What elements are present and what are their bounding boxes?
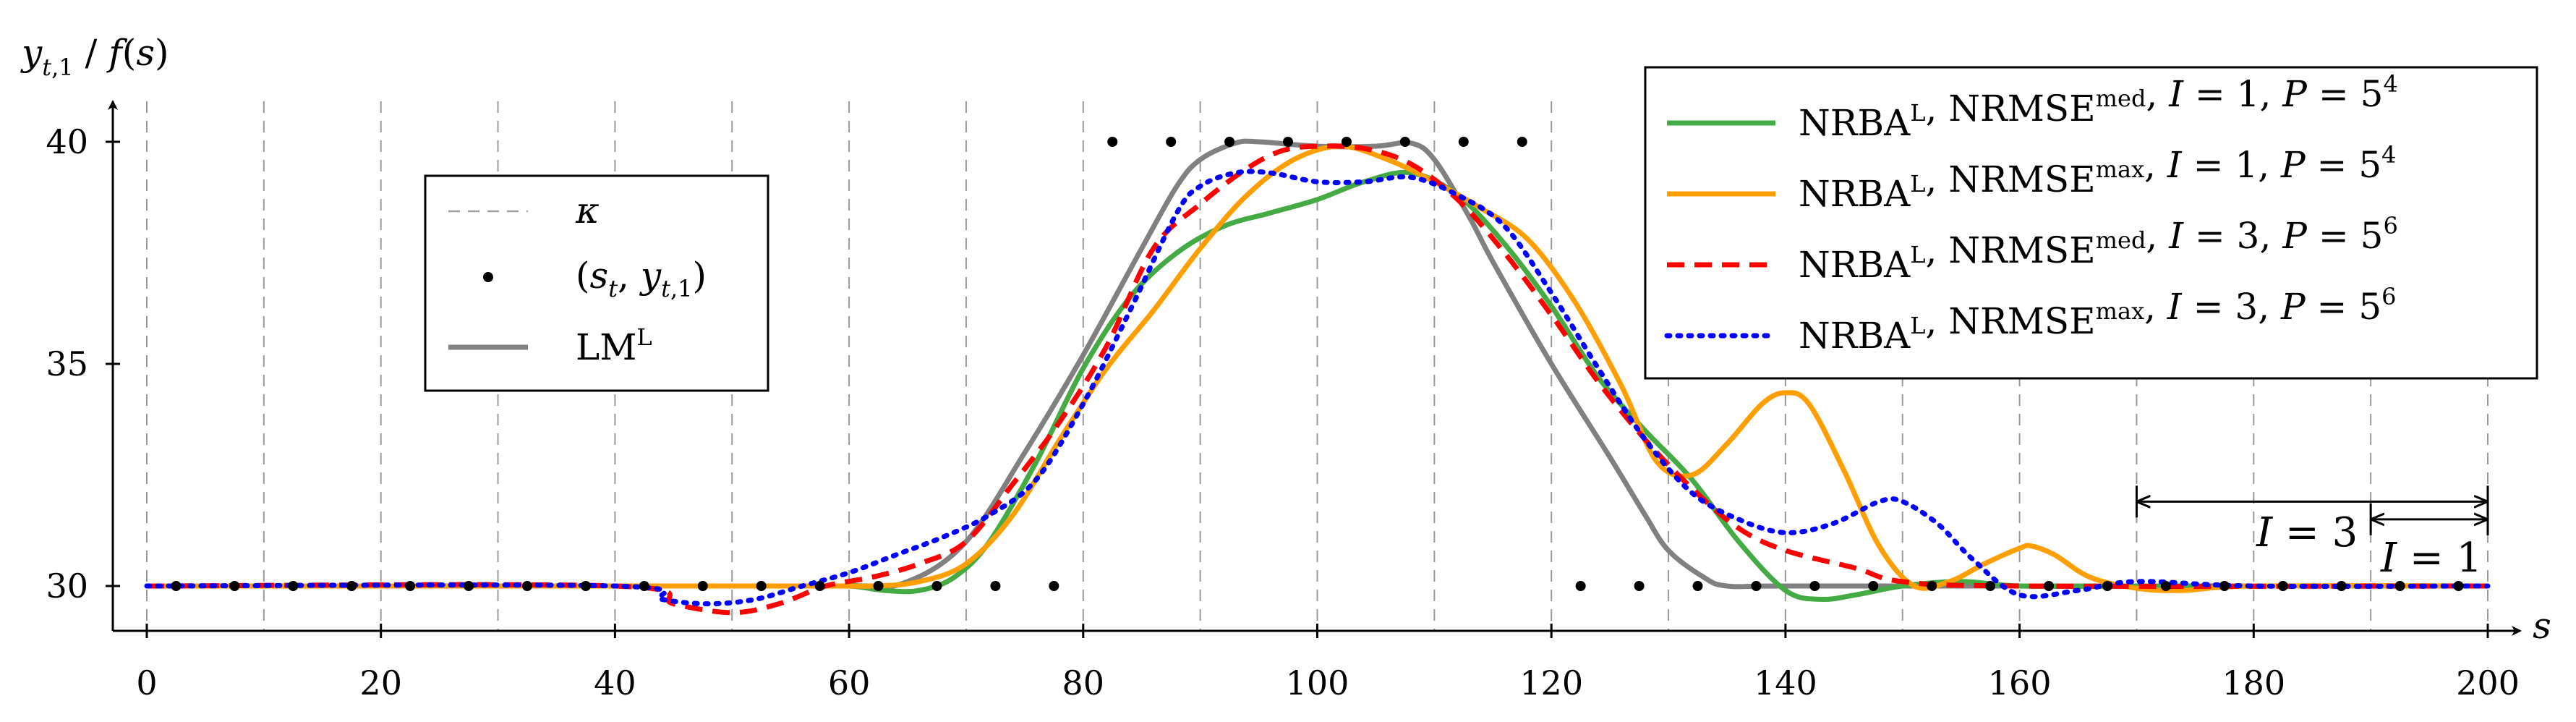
observation-point xyxy=(1692,581,1703,591)
x-tick-label: 80 xyxy=(1062,663,1105,702)
observation-point xyxy=(346,581,357,591)
x-axis-title: s xyxy=(2533,605,2551,647)
observation-point xyxy=(1283,137,1294,147)
observation-point xyxy=(522,581,533,591)
observation-point xyxy=(1049,581,1059,591)
x-tick-label: 140 xyxy=(1754,663,1817,702)
series-red-i3-med xyxy=(146,143,2488,616)
observation-point xyxy=(405,581,416,591)
observation-point xyxy=(1575,581,1586,591)
dimension-label: I = 3 xyxy=(2256,509,2358,556)
x-tick-label: 200 xyxy=(2456,663,2520,702)
observation-point xyxy=(1224,137,1235,147)
observation-point xyxy=(229,581,240,591)
observation-point xyxy=(1868,581,1879,591)
legend-lm-label: LML xyxy=(576,323,652,368)
observation-point xyxy=(2102,581,2112,591)
legend-label-1: NRBAL, NRMSEmed, I = 1, P = 54 xyxy=(1799,70,2398,144)
x-tick-label: 160 xyxy=(1988,663,2052,702)
legend-point-swatch xyxy=(483,272,493,282)
dimension-label: I = 1 xyxy=(2380,535,2482,582)
series-blue-i3-max xyxy=(144,169,2491,607)
x-tick-label: 180 xyxy=(2222,663,2285,702)
x-tick-label: 60 xyxy=(828,663,871,702)
observation-point xyxy=(1634,581,1645,591)
legend-left: κ (st, yt,1) LML xyxy=(424,174,769,392)
y-axis-title: yt,1 / f(s) xyxy=(20,32,169,81)
legend-knot-label: κ xyxy=(575,190,600,232)
observation-point xyxy=(1458,137,1469,147)
x-tick-label: 0 xyxy=(136,663,157,702)
x-tick-label: 120 xyxy=(1519,663,1583,702)
legend-right-box xyxy=(1644,66,2538,380)
observation-point xyxy=(2044,581,2055,591)
observation-point xyxy=(1399,137,1410,147)
observation-point xyxy=(1751,581,1762,591)
y-tick-label: 30 xyxy=(46,566,88,606)
legend-label-2: NRBAL, NRMSEmax, I = 1, P = 54 xyxy=(1799,141,2397,215)
observation-point xyxy=(2219,581,2230,591)
observation-point xyxy=(580,581,591,591)
observation-point xyxy=(756,581,767,591)
observation-point xyxy=(873,581,884,591)
observation-point xyxy=(931,581,942,591)
ticks: 0 20 40 60 80 100 120 140 160 180 200 30 35 40 xyxy=(46,122,2519,702)
observation-point xyxy=(2336,581,2347,591)
observation-point xyxy=(1341,137,1352,147)
observation-point xyxy=(2394,581,2405,591)
series-orange-i1-max xyxy=(147,143,2488,593)
observation-point xyxy=(1517,137,1527,147)
observation-point xyxy=(171,581,182,591)
legend-label-4: NRBAL, NRMSEmax, I = 3, P = 56 xyxy=(1799,283,2397,357)
observation-point xyxy=(814,581,825,591)
legend-label-3: NRBAL, NRMSEmed, I = 3, P = 56 xyxy=(1799,212,2398,286)
observation-point xyxy=(1809,581,1820,591)
observation-point xyxy=(2160,581,2171,591)
observation-point xyxy=(288,581,299,591)
observation-point xyxy=(639,581,649,591)
x-tick-label: 100 xyxy=(1286,663,1349,702)
legend-point-label: (st, yt,1) xyxy=(576,255,707,302)
y-tick-label: 35 xyxy=(46,344,88,383)
observation-point xyxy=(464,581,474,591)
observation-point xyxy=(990,581,1001,591)
observation-point xyxy=(2453,581,2464,591)
observation-point xyxy=(1927,581,1937,591)
observation-point xyxy=(697,581,708,591)
observation-points xyxy=(171,137,2464,591)
observation-point xyxy=(1985,581,1996,591)
x-tick-label: 40 xyxy=(594,663,636,702)
x-tick-label: 20 xyxy=(359,663,402,702)
observation-point xyxy=(1107,137,1118,147)
y-tick-label: 40 xyxy=(46,122,88,161)
observation-point xyxy=(2277,581,2288,591)
legend-left-box xyxy=(424,174,769,392)
observation-point xyxy=(1166,137,1177,147)
annotations: I = 3 I = 1 xyxy=(2135,485,2489,582)
